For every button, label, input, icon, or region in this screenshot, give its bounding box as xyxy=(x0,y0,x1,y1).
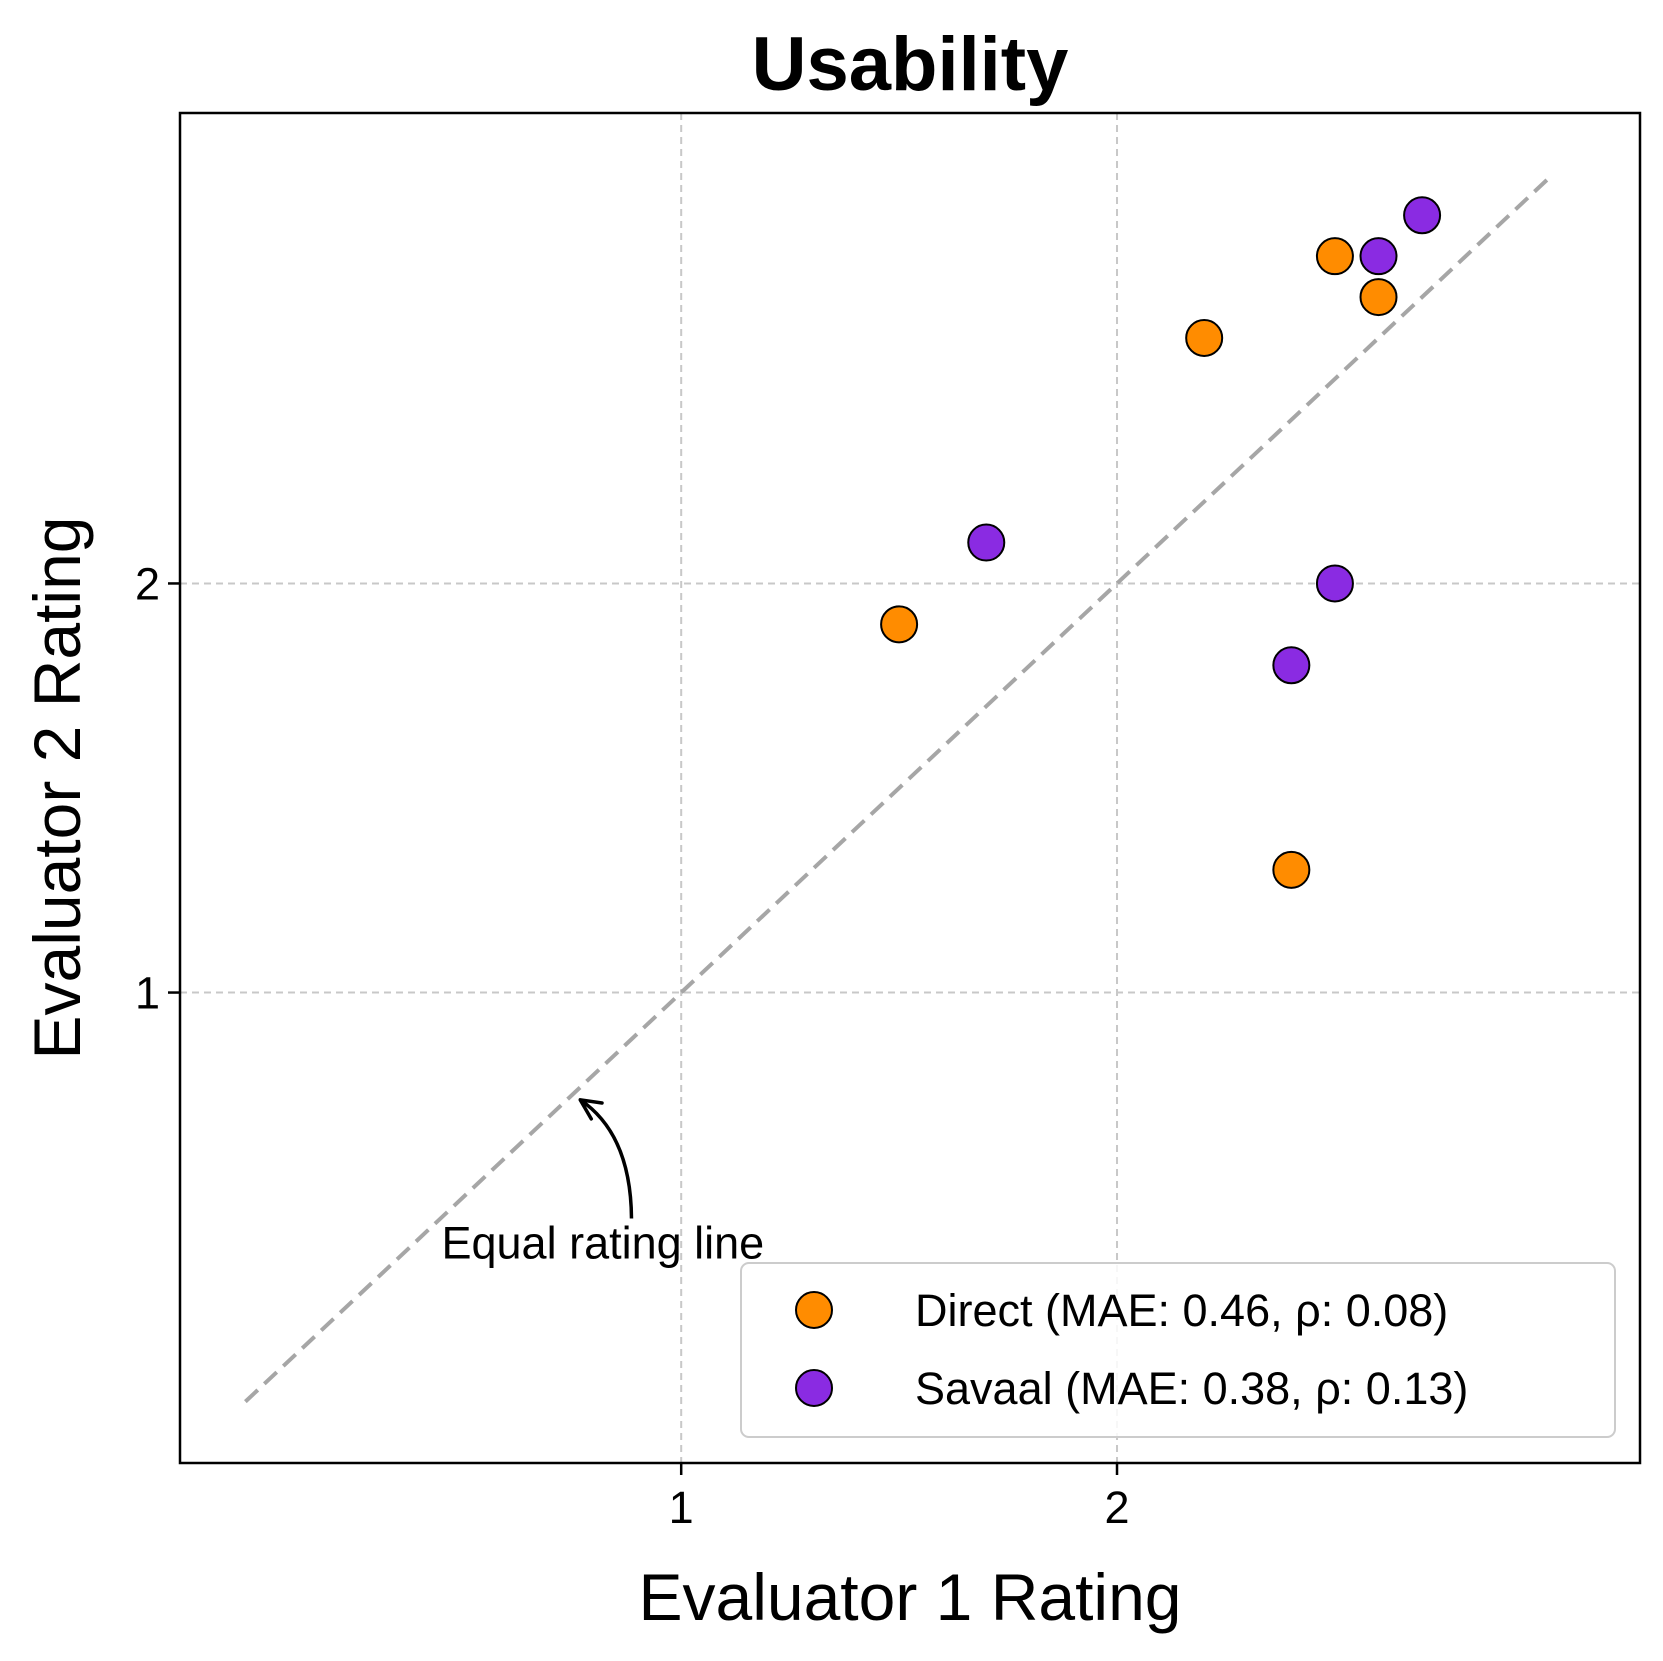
point-series-0-0 xyxy=(880,605,919,644)
plot-frame xyxy=(178,111,1642,1465)
reference-line-layer xyxy=(244,172,1555,1404)
point-series-0-3 xyxy=(1359,278,1398,317)
y-tick-label-1: 1 xyxy=(135,968,160,1019)
x-tick-label-2: 2 xyxy=(1104,1482,1129,1533)
legend-label-1: Savaal (MAE: 0.38, ρ: 0.13) xyxy=(915,1363,1468,1414)
x-tick-label-1: 1 xyxy=(669,1482,694,1533)
point-series-0-4 xyxy=(1272,850,1311,889)
point-series-0-1 xyxy=(1185,319,1224,357)
annotation-layer: Equal rating line xyxy=(441,1098,764,1268)
legend: Direct (MAE: 0.46, ρ: 0.08) Savaal (MAE: … xyxy=(740,1262,1616,1438)
point-series-1-2 xyxy=(1272,646,1311,685)
x-axis-label: Evaluator 1 Rating xyxy=(639,1560,1182,1634)
y-tick-label-2: 2 xyxy=(135,558,160,609)
legend-label-0: Direct (MAE: 0.46, ρ: 0.08) xyxy=(915,1285,1448,1336)
grid-layer xyxy=(180,113,1640,1463)
legend-frame xyxy=(740,1262,1616,1438)
annotation-arrow-shaft xyxy=(579,1098,634,1219)
y-axis-label: Evaluator 2 Rating xyxy=(20,517,94,1060)
chart-title: Usability xyxy=(752,22,1069,107)
point-series-1-3 xyxy=(1359,237,1398,276)
point-series-1-0 xyxy=(967,523,1006,562)
equal-rating-line xyxy=(244,172,1555,1404)
point-series-1-1 xyxy=(1315,564,1354,603)
point-series-0-2 xyxy=(1315,237,1354,276)
ticks-layer: 1 2 1 2 xyxy=(135,558,1130,1533)
points-layer xyxy=(880,196,1442,889)
legend-marker-1 xyxy=(795,1369,833,1407)
annotation-text: Equal rating line xyxy=(441,1217,764,1268)
legend-marker-0 xyxy=(795,1291,833,1329)
point-series-1-4 xyxy=(1403,196,1442,235)
annotation-arrow-head xyxy=(578,1098,604,1121)
